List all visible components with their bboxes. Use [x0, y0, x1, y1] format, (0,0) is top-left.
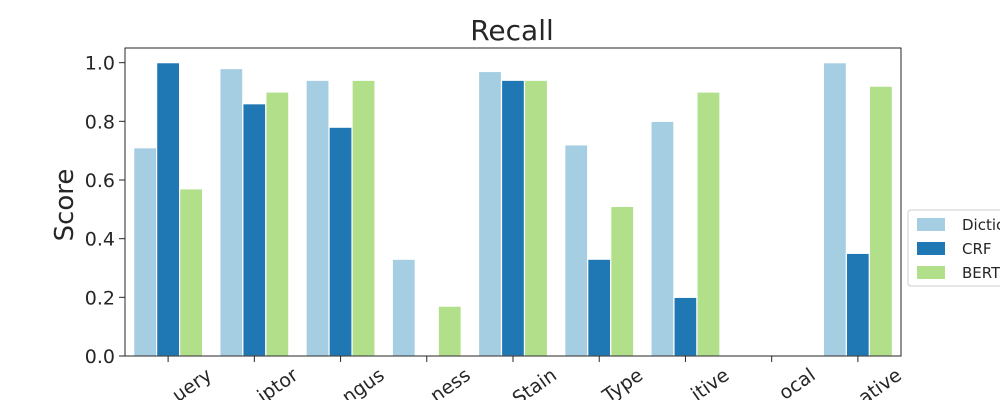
legend-swatch-bert [917, 266, 945, 279]
bars-layer [133, 62, 893, 357]
bar-dictionary-descriptor [219, 67, 244, 357]
bar-bert-query [179, 188, 204, 357]
bar-dictionary-fungus [305, 79, 330, 357]
y-tick-label: 0.4 [85, 229, 115, 251]
x-tick-label: ocal [775, 364, 820, 400]
x-tick-label: uery [168, 364, 216, 400]
legend-label-crf: CRF [962, 240, 992, 258]
bar-dictionary-negative [822, 62, 847, 357]
bar-crf-fungus [328, 126, 353, 357]
bar-crf-positive [673, 296, 698, 357]
bar-bert-positive [696, 91, 721, 357]
bar-crf-query [156, 62, 181, 357]
bar-bert-negative [868, 85, 893, 357]
y-axis-label: Score [50, 169, 80, 242]
y-tick-label: 0.2 [85, 287, 115, 309]
bar-dictionary-positive [650, 120, 675, 357]
bar-crf-stain [500, 79, 526, 357]
bar-bert-type [610, 205, 635, 357]
bar-bert-stain [523, 79, 549, 357]
bar-crf-type [587, 258, 612, 357]
legend: Dictic CRF BERT [907, 209, 1000, 287]
y-tick-label: 0.8 [85, 111, 115, 133]
legend-swatch-crf [917, 242, 945, 255]
bar-crf-negative [845, 252, 870, 357]
x-tick-label: ness [426, 364, 474, 400]
x-tick-label: Type [598, 364, 647, 400]
x-tick-label: ngus [338, 364, 388, 400]
bar-crf-descriptor [242, 103, 267, 357]
bar-dictionary-query [133, 147, 158, 357]
bar-dictionary-stain [477, 70, 503, 357]
legend-label-bert: BERT [962, 264, 1000, 282]
y-tick-label: 0.0 [85, 346, 115, 368]
x-tick-label: Stain [509, 364, 561, 400]
legend-label-dictionary: Dictic [962, 216, 1000, 234]
x-tick-label: iptor [253, 364, 302, 400]
x-tick-label: itive [687, 364, 733, 400]
bar-bert-fungus [351, 79, 376, 357]
legend-swatch-dictionary [917, 218, 945, 231]
chart-title: Recall [470, 14, 554, 47]
y-tick-label: 0.6 [85, 170, 115, 192]
y-tick-label: 1.0 [85, 53, 115, 75]
bar-bert-thickness [437, 305, 462, 357]
bar-bert-descriptor [265, 91, 290, 357]
bar-dictionary-type [564, 144, 589, 357]
x-tick-label: ative [854, 364, 905, 400]
bar-dictionary-thickness [391, 258, 416, 357]
